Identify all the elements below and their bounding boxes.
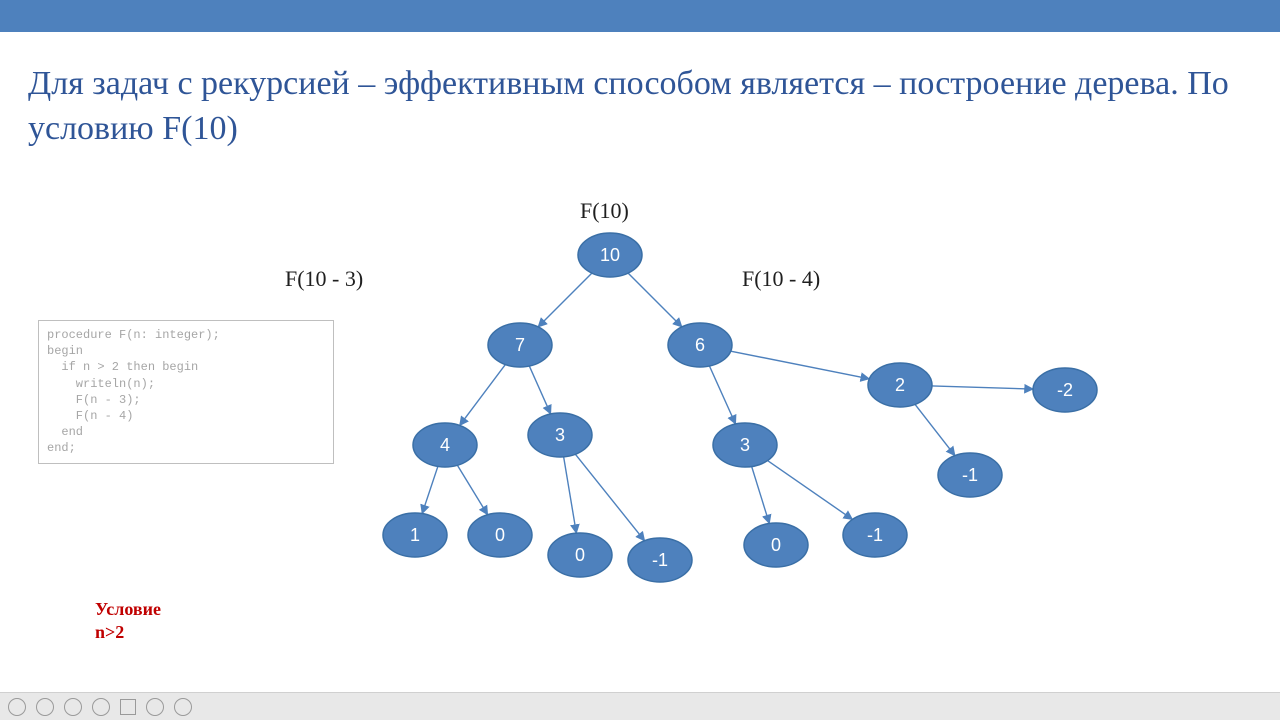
tree-edge [768, 461, 853, 520]
tree-node: -1 [843, 513, 907, 557]
tree-node-label: 3 [740, 435, 750, 455]
tree-node-label: 4 [440, 435, 450, 455]
tree-node: 2 [868, 363, 932, 407]
tree-edge [529, 366, 550, 414]
tree-edge [932, 386, 1033, 389]
tree-node: 10 [578, 233, 642, 277]
tree-edge [752, 467, 770, 524]
bottom-toolbar [0, 692, 1280, 720]
tree-edge [460, 365, 506, 426]
tree-node-label: -1 [652, 550, 668, 570]
tree-node: 0 [744, 523, 808, 567]
recursion-tree: 10764332100-10-1-1-2 [0, 185, 1280, 645]
tree-node: 0 [468, 513, 532, 557]
toolbar-pen-icon[interactable] [64, 698, 82, 716]
toolbar-prev-icon[interactable] [8, 698, 26, 716]
tree-node-label: 0 [575, 545, 585, 565]
tree-edge [575, 454, 644, 540]
tree-node-label: 1 [410, 525, 420, 545]
tree-node: -1 [938, 453, 1002, 497]
tree-edge [457, 465, 487, 514]
tree-edge [564, 457, 577, 533]
slide-title: Для задач с рекурсией – эффективным спос… [28, 62, 1248, 152]
tree-edge [731, 351, 870, 379]
tree-node-label: -2 [1057, 380, 1073, 400]
tree-node: 0 [548, 533, 612, 577]
top-bar [0, 0, 1280, 32]
tree-node: -1 [628, 538, 692, 582]
toolbar-more-icon[interactable] [174, 698, 192, 716]
tree-node-label: 0 [771, 535, 781, 555]
toolbar-grid-icon[interactable] [120, 699, 136, 715]
toolbar-zoom-icon[interactable] [146, 698, 164, 716]
tree-edge [538, 273, 592, 327]
tree-edge [422, 466, 438, 513]
tree-node-label: 0 [495, 525, 505, 545]
tree-node: 1 [383, 513, 447, 557]
tree-node-label: 6 [695, 335, 705, 355]
tree-node: -2 [1033, 368, 1097, 412]
tree-node-label: 2 [895, 375, 905, 395]
tree-node-label: 10 [600, 245, 620, 265]
tree-node: 6 [668, 323, 732, 367]
tree-node: 4 [413, 423, 477, 467]
tree-node-label: 7 [515, 335, 525, 355]
tree-node: 3 [528, 413, 592, 457]
tree-node-label: -1 [962, 465, 978, 485]
tree-node: 3 [713, 423, 777, 467]
tree-node-label: -1 [867, 525, 883, 545]
toolbar-eraser-icon[interactable] [92, 698, 110, 716]
tree-edge [709, 366, 735, 424]
tree-edge [915, 404, 955, 455]
tree-edge [628, 273, 682, 327]
tree-node-label: 3 [555, 425, 565, 445]
tree-node: 7 [488, 323, 552, 367]
toolbar-next-icon[interactable] [36, 698, 54, 716]
